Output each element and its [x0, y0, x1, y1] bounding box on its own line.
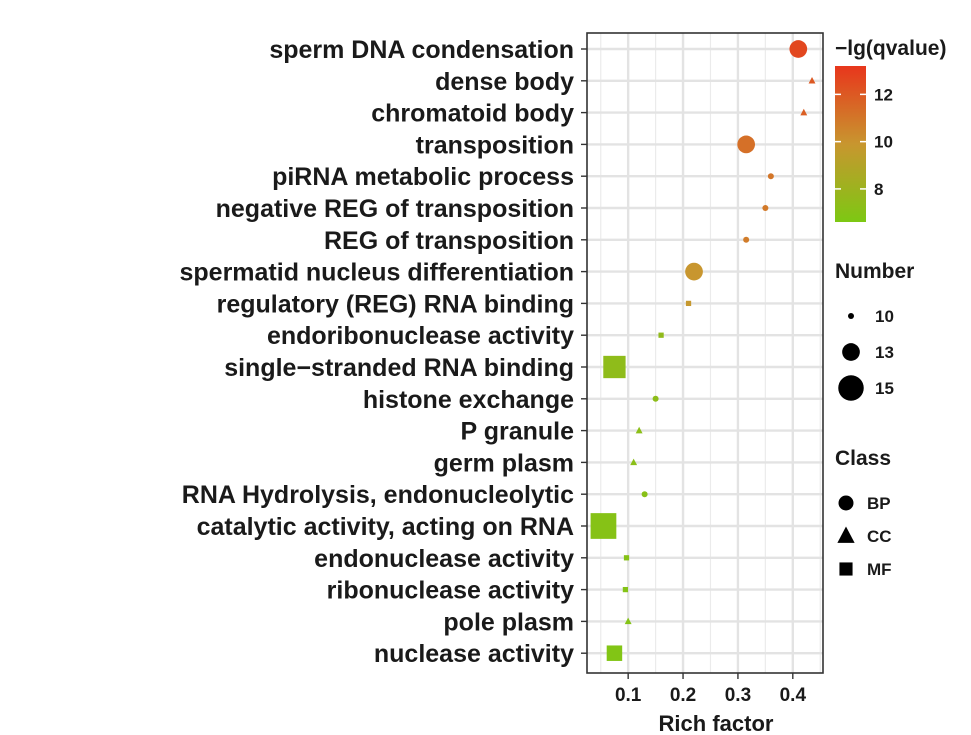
y-tick-label: regulatory (REG) RNA binding — [217, 290, 574, 318]
data-point — [767, 173, 774, 180]
y-tick-label: spermatid nucleus differentiation — [179, 259, 574, 287]
x-tick-label: 0.1 — [615, 685, 642, 706]
y-tick-label: REG of transposition — [324, 227, 574, 255]
y-tick-label: sperm DNA condensation — [269, 36, 574, 64]
y-tick-label: catalytic activity, acting on RNA — [197, 513, 574, 541]
data-point — [641, 491, 648, 498]
size-legend-key — [842, 343, 860, 361]
class-legend-key — [837, 526, 855, 543]
color-bar — [835, 66, 866, 222]
plot-panel — [587, 33, 823, 673]
x-axis-title: Rich factor — [659, 711, 774, 735]
data-points — [590, 40, 816, 661]
y-tick-label: piRNA metabolic process — [272, 163, 574, 191]
size-legend-label: 15 — [875, 379, 894, 398]
color-legend: −lg(qvalue) 12 10 8 — [835, 37, 946, 222]
x-tick-label: 0.3 — [725, 685, 751, 706]
data-point — [624, 617, 632, 625]
y-tick-label: ribonuclease activity — [327, 577, 574, 605]
data-point — [590, 513, 617, 539]
y-tick-label: dense body — [435, 68, 574, 96]
class-legend-title: Class — [835, 447, 891, 470]
y-tick-label: P granule — [461, 418, 575, 446]
data-point — [685, 300, 692, 307]
class-legend-label: CC — [867, 527, 892, 546]
y-tick-label: germ plasm — [434, 449, 574, 477]
y-tick-label: RNA Hydrolysis, endonucleolytic — [182, 481, 574, 509]
x-axis-ticks: 0.1 0.2 0.3 0.4 — [615, 673, 806, 706]
data-point — [800, 108, 808, 116]
data-point — [606, 645, 623, 661]
data-point — [658, 332, 664, 338]
size-legend-title: Number — [835, 260, 914, 283]
data-point — [789, 40, 808, 58]
y-tick-label: pole plasm — [443, 608, 574, 636]
color-tick-label: 12 — [874, 85, 893, 104]
y-tick-label: endonuclease activity — [314, 545, 574, 573]
data-point — [762, 205, 769, 211]
size-legend-key — [838, 375, 864, 401]
y-tick-label: histone exchange — [363, 386, 574, 414]
data-point — [630, 458, 638, 466]
class-legend-label: MF — [867, 560, 892, 579]
x-tick-label: 0.4 — [780, 685, 807, 706]
data-point — [808, 77, 816, 84]
data-point — [623, 555, 630, 561]
size-legend: Number 10 13 15 — [835, 260, 914, 401]
size-legend-label: 13 — [875, 343, 894, 362]
class-legend-label: BP — [867, 494, 891, 513]
y-tick-label: chromatoid body — [371, 100, 574, 128]
plot-border — [586, 32, 824, 674]
color-legend-title: −lg(qvalue) — [835, 37, 946, 60]
class-legend-key — [839, 562, 853, 576]
y-tick-label: nuclease activity — [374, 640, 574, 668]
class-legend-key — [838, 495, 854, 511]
color-tick-label: 10 — [874, 133, 893, 152]
data-point — [603, 355, 626, 379]
y-axis-labels: sperm DNA condensation dense body chromato… — [179, 36, 587, 668]
data-point — [685, 262, 703, 281]
data-point — [737, 135, 756, 154]
y-tick-label: transposition — [416, 131, 574, 159]
x-tick-label: 0.2 — [670, 685, 696, 706]
color-tick-label: 8 — [874, 180, 883, 199]
data-point — [635, 426, 643, 434]
y-tick-label: single−stranded RNA binding — [224, 354, 574, 382]
grid — [587, 33, 823, 673]
data-point — [743, 236, 750, 243]
data-point — [622, 586, 629, 593]
class-legend: Class BP CC MF — [835, 447, 892, 579]
y-tick-label: endoribonuclease activity — [267, 322, 574, 350]
size-legend-key — [848, 313, 854, 319]
size-legend-label: 10 — [875, 307, 894, 326]
color-legend-ticks: 12 10 8 — [835, 85, 893, 199]
data-point — [652, 395, 659, 402]
y-tick-label: negative REG of transposition — [216, 195, 574, 223]
